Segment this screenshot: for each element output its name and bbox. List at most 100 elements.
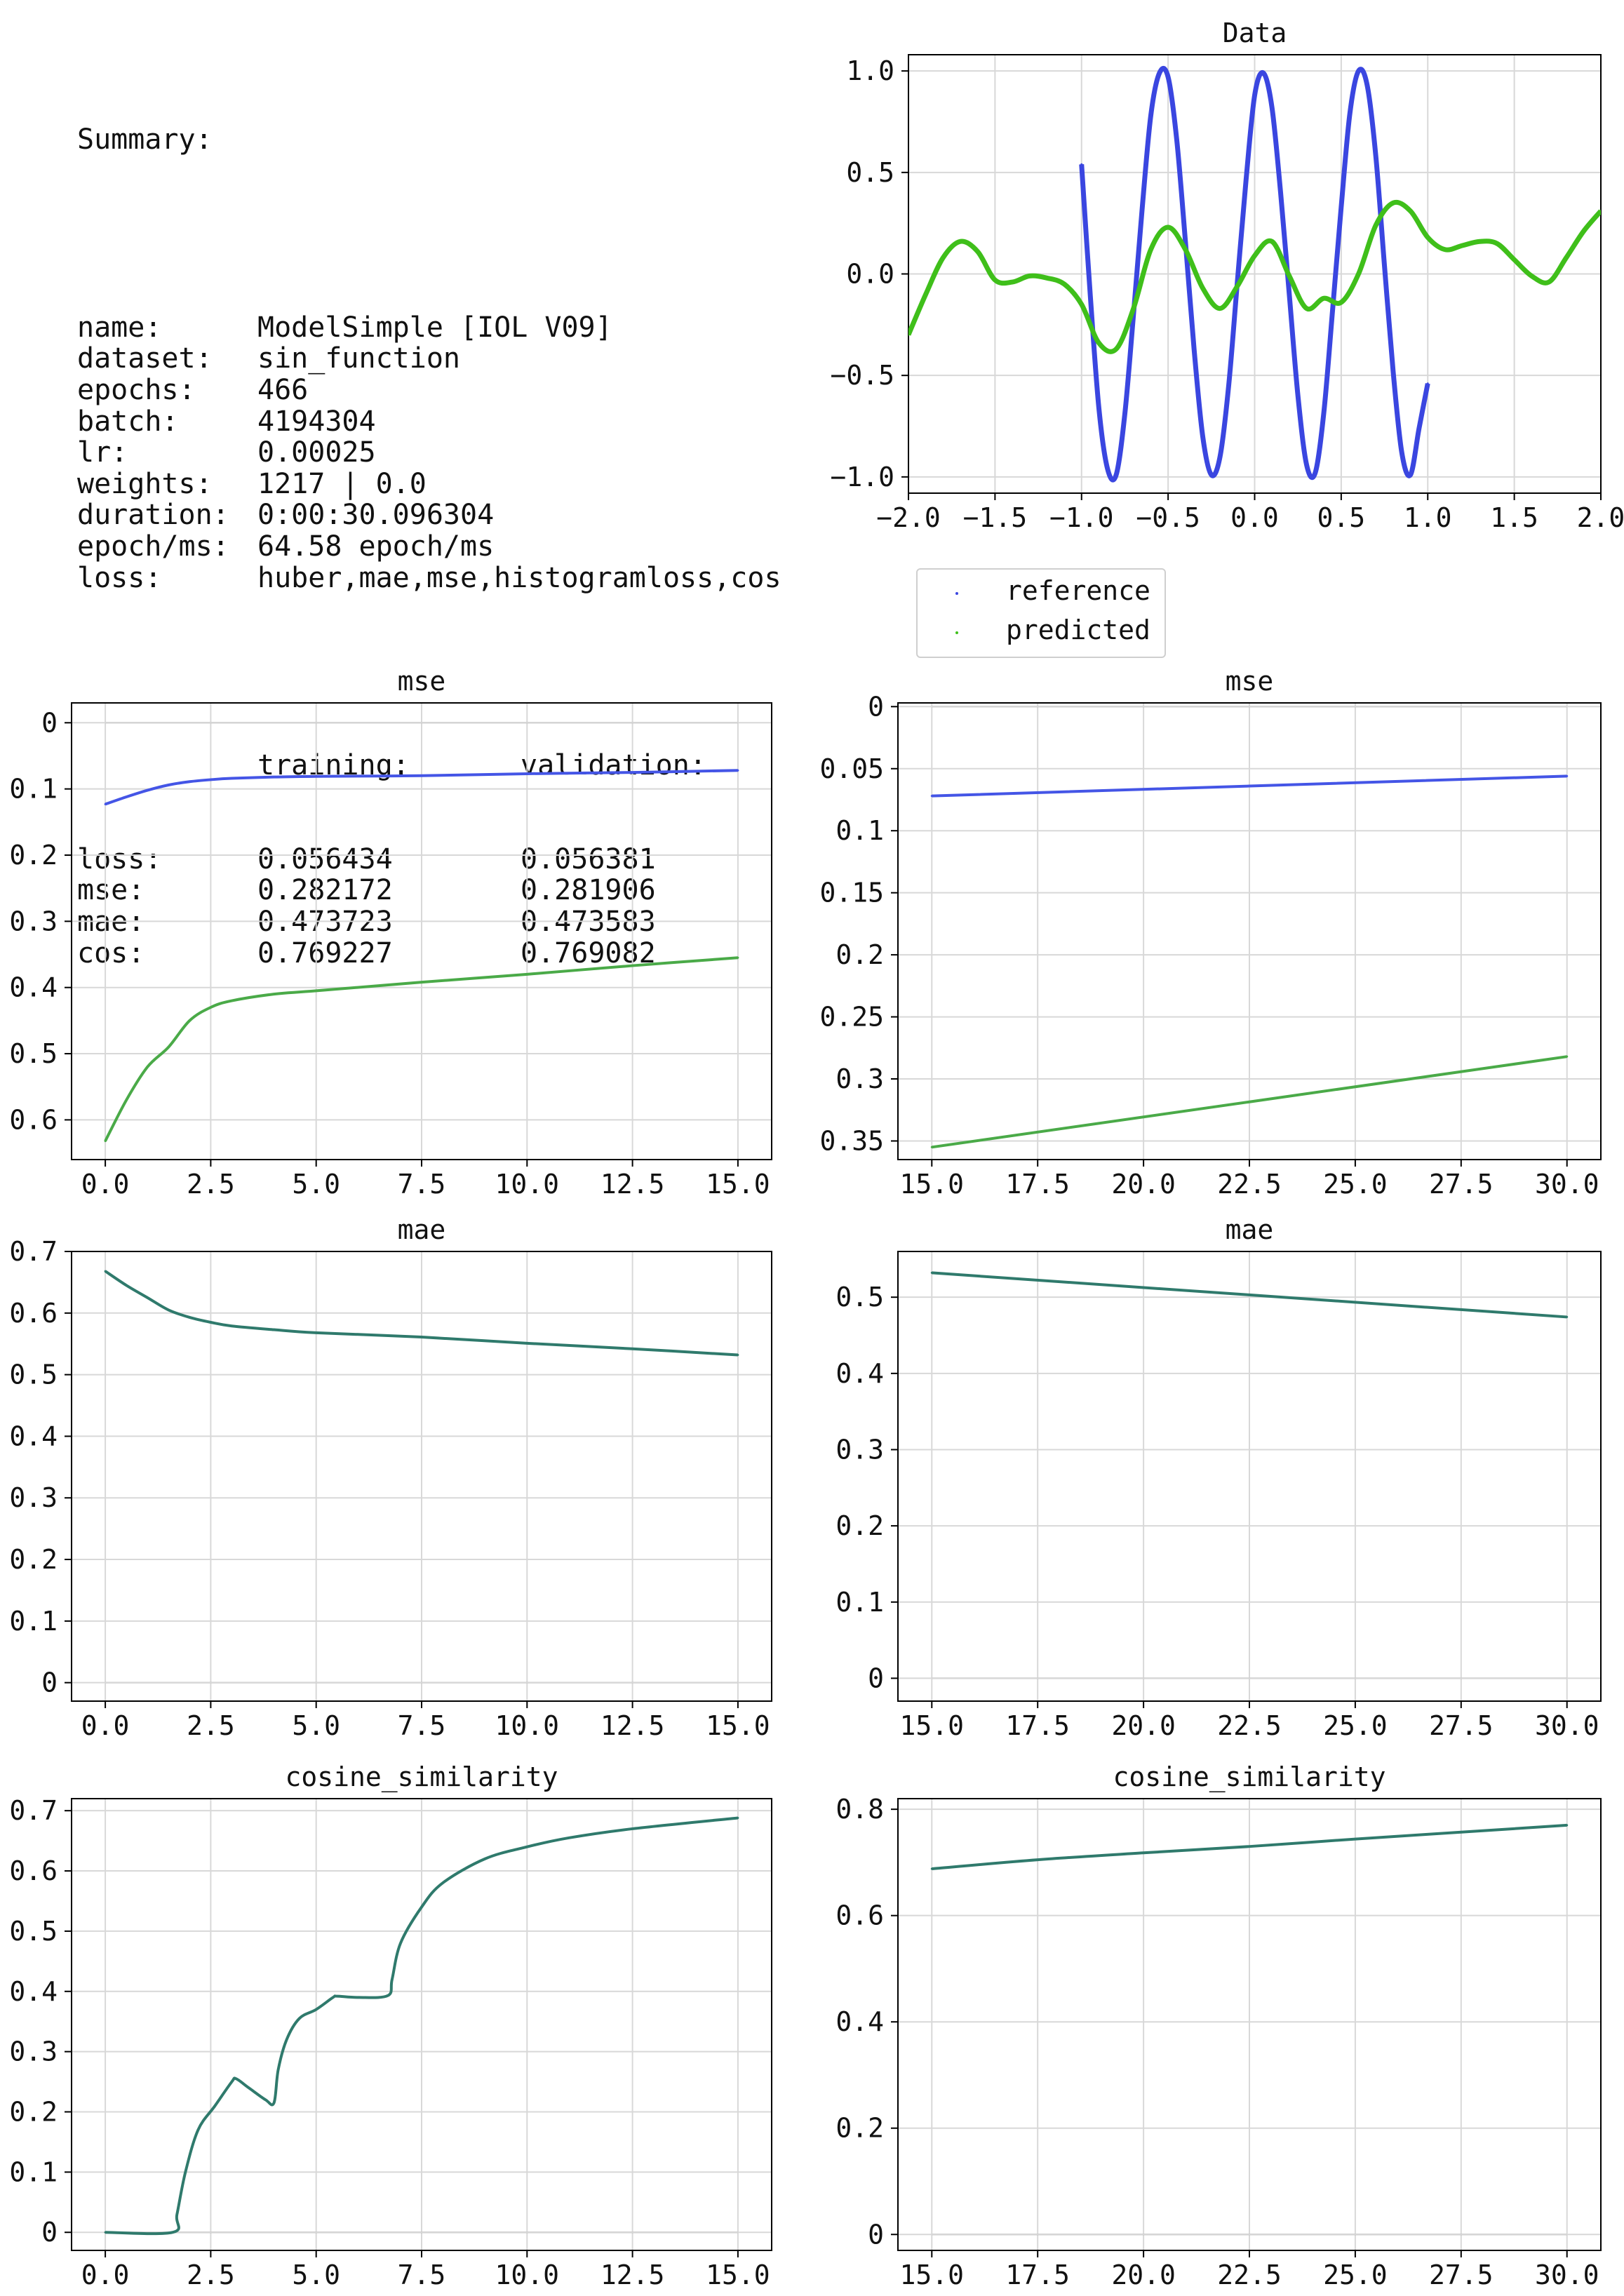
data-point (146, 1296, 149, 1299)
data-point (930, 795, 933, 798)
metric-training: 0.282172 (257, 874, 393, 907)
y-tick-label: 0.4 (836, 1358, 884, 1389)
data-point (125, 1284, 128, 1287)
data-point (1184, 248, 1187, 251)
data-point (213, 2104, 216, 2107)
summary-row: loss: huber,mae,mse,histogramloss,cos (77, 562, 781, 594)
data-point (1582, 230, 1585, 233)
summary-row: duration: 0:00:30.096304 (77, 499, 781, 531)
data-point (483, 1858, 486, 1860)
data-point (196, 2128, 199, 2131)
data-point (146, 1066, 149, 1068)
data-point (930, 1146, 933, 1148)
y-tick-label: 0.3 (836, 1434, 884, 1465)
chart-title: mae (398, 1214, 446, 1245)
summary-block: Summary: name: ModelSimple [IOL V09] datas… (77, 62, 781, 1000)
data-point (993, 278, 996, 281)
x-tick-label: 25.0 (1323, 2260, 1388, 2290)
metric-name: mse: (77, 874, 145, 907)
x-tick-label: 25.0 (1323, 1710, 1388, 1741)
data-point (1496, 242, 1498, 245)
x-tick-label: 10.0 (495, 1710, 560, 1741)
data-point (1392, 370, 1395, 372)
y-tick-label: 0.5 (9, 1038, 58, 1069)
data-point (1149, 114, 1152, 117)
y-tick-label: 0.7 (9, 1795, 58, 1826)
data-point (298, 2017, 301, 2020)
legend-predicted-label: predicted (1006, 615, 1150, 645)
data-point (1426, 382, 1429, 385)
data-point (1149, 248, 1152, 251)
x-tick-label: 27.5 (1429, 2260, 1494, 2290)
series-line-reference (1079, 66, 1430, 483)
data-point (1392, 201, 1395, 204)
x-tick-label: 15.0 (900, 1169, 965, 1200)
y-tick-label: 0.2 (9, 2097, 58, 2128)
x-tick-label: 7.5 (398, 1169, 446, 1200)
data-point (104, 1270, 107, 1273)
y-tick-label: −0.5 (830, 360, 894, 391)
summary-row: weights: 1217 | 0.0 (77, 469, 781, 500)
legend-predicted-marker (955, 631, 958, 634)
data-point (248, 2086, 250, 2089)
summary-key: name: (77, 311, 162, 344)
summary-row: epoch/ms: 64.58 epoch/ms (77, 531, 781, 563)
data-point (209, 1006, 212, 1009)
data-point (1123, 412, 1126, 415)
data-point (1167, 76, 1169, 79)
data-point (525, 973, 528, 976)
data-point (420, 774, 423, 777)
chart-title: mae (1226, 1214, 1274, 1245)
y-tick-label: 0.6 (836, 1900, 884, 1931)
data-point (1322, 297, 1325, 300)
summary-key: epochs: (77, 373, 196, 406)
y-tick-label: 0.5 (9, 1360, 58, 1390)
summary-value: ModelSimple [IOL V09] (257, 311, 612, 344)
x-tick-label: 15.0 (706, 2260, 770, 2290)
data-point (1142, 1851, 1145, 1854)
x-tick-label: −0.5 (1136, 502, 1200, 533)
data-point (315, 775, 318, 778)
plot-frame (71, 702, 772, 1160)
legend: reference predicted (916, 568, 1166, 658)
data-point (737, 956, 739, 959)
data-point (1063, 283, 1066, 286)
data-point (525, 1846, 528, 1848)
metric-training: 0.769227 (257, 936, 393, 969)
data-point (1478, 240, 1481, 243)
x-tick-label: 15.0 (900, 2260, 965, 2290)
chart-title: cosine_similarity (286, 1761, 558, 1793)
y-tick-label: 0 (41, 707, 58, 738)
metric-name: cos: (77, 936, 145, 969)
data-point (1548, 281, 1550, 283)
data-point (1599, 210, 1601, 213)
data-point (930, 1271, 933, 1274)
y-tick-label: 0.8 (836, 1794, 884, 1825)
data-point (525, 1342, 528, 1345)
data-point (737, 1354, 739, 1357)
data-point (420, 1336, 423, 1338)
data-point (1080, 303, 1083, 306)
x-tick-label: 2.5 (187, 2260, 235, 2290)
y-tick-label: 0.1 (9, 2156, 58, 2187)
x-tick-label: 5.0 (292, 1169, 340, 1200)
x-tick-label: 17.5 (1005, 1169, 1070, 1200)
y-tick-label: 0.05 (819, 753, 884, 784)
y-tick-label: 0.4 (836, 2006, 884, 2037)
y-tick-label: 0.1 (836, 1587, 884, 1618)
x-tick-label: 15.0 (706, 1169, 770, 1200)
data-point (1248, 1845, 1251, 1848)
summary-value: 0.00025 (257, 436, 376, 469)
data-point (315, 2008, 318, 2011)
data-point (1354, 1838, 1357, 1841)
data-point (1158, 72, 1161, 74)
x-tick-label: 30.0 (1535, 1169, 1599, 1200)
data-point (1366, 83, 1369, 86)
y-tick-label: 0.2 (836, 939, 884, 970)
summary-rows: name: ModelSimple [IOL V09] dataset: sin_fu… (77, 312, 781, 593)
x-tick-label: 0.0 (81, 1169, 130, 1200)
data-point (908, 333, 910, 336)
x-tick-label: 17.5 (1005, 2260, 1070, 2290)
data-point (1288, 293, 1291, 295)
data-point (332, 1996, 335, 1999)
